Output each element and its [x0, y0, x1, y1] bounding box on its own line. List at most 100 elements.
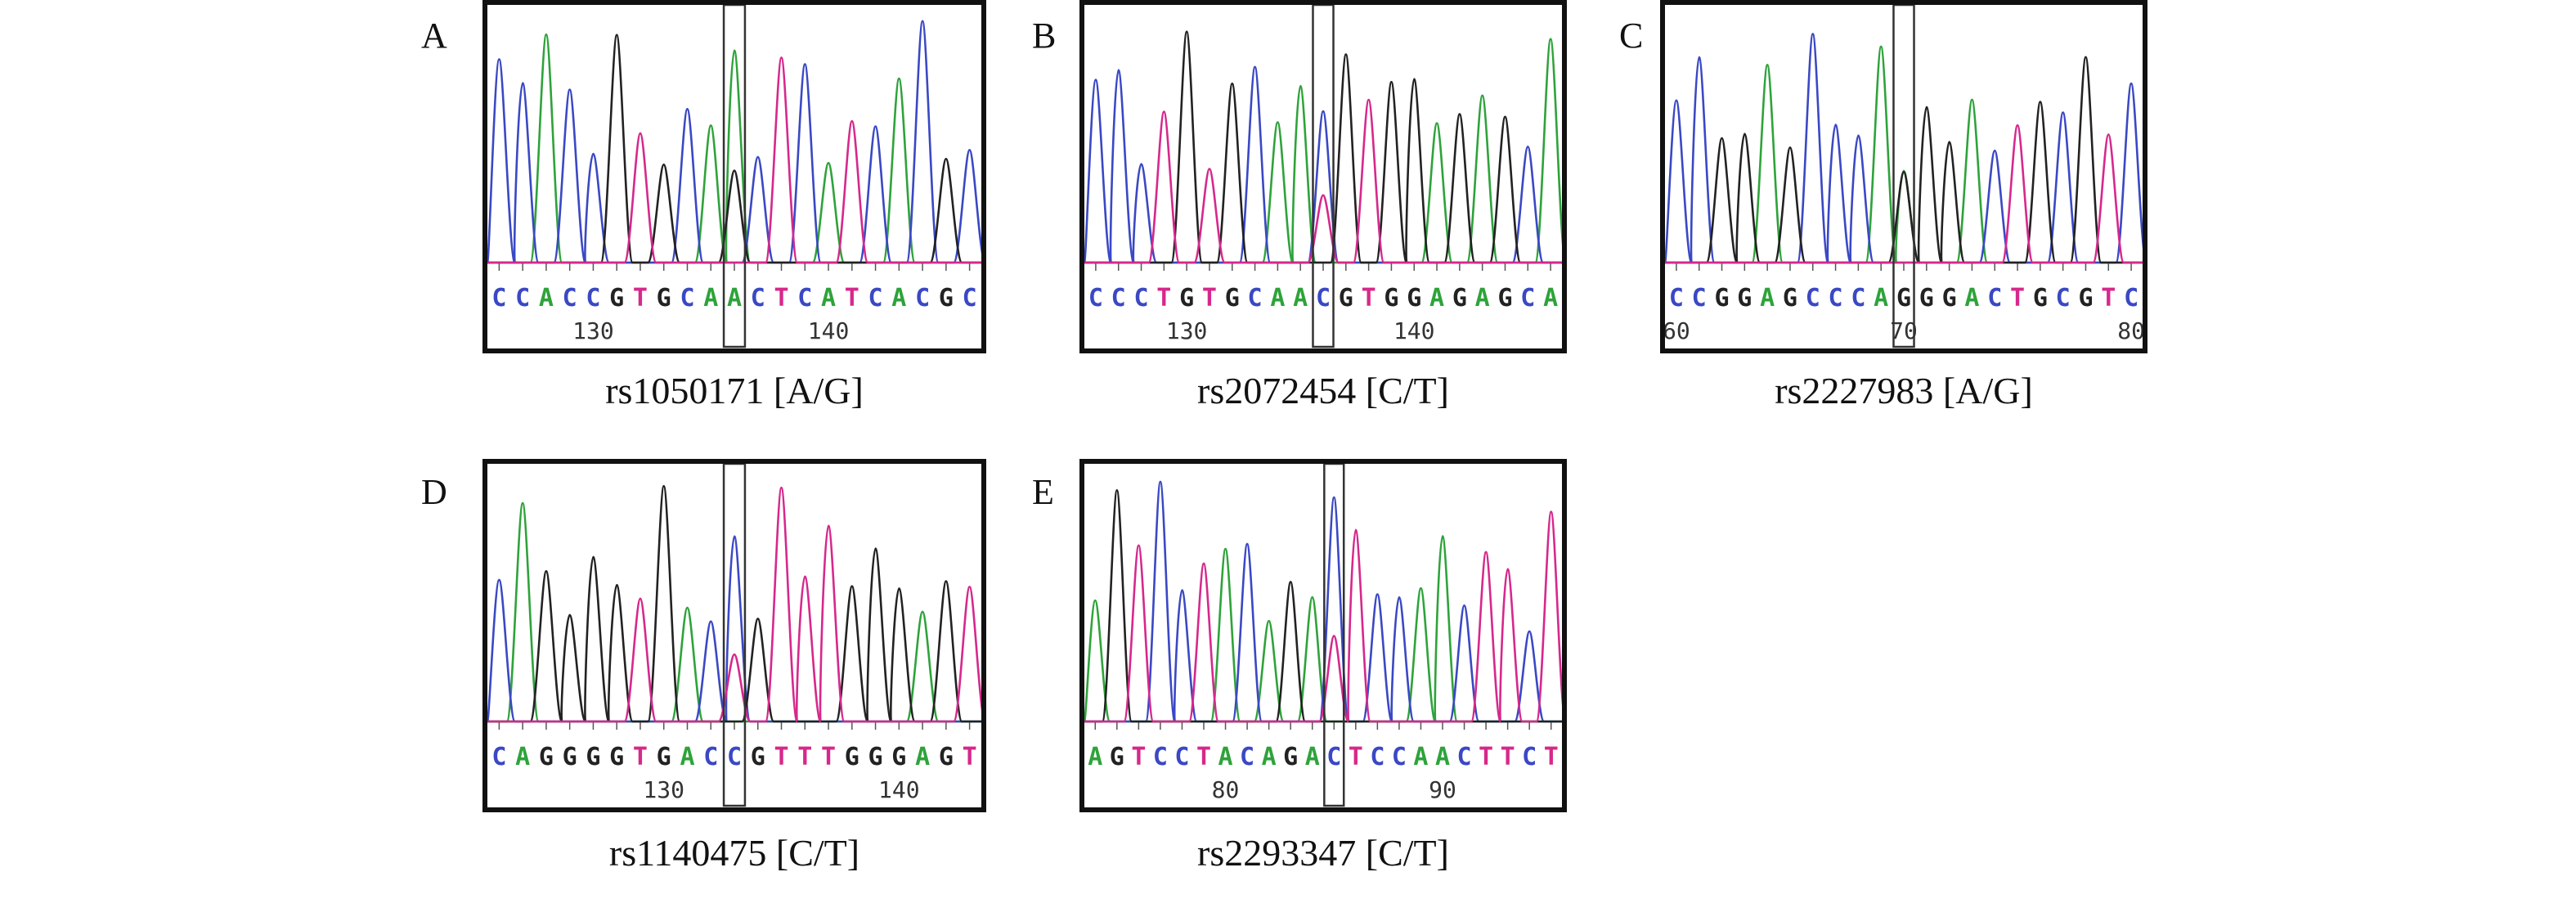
base-call: G [1942, 284, 1957, 312]
base-call: C [1326, 743, 1341, 771]
position-label: 130 [1166, 317, 1208, 344]
base-call: G [868, 743, 883, 771]
base-call: T [1501, 743, 1515, 771]
base-call: G [1737, 284, 1752, 312]
base-call: G [1896, 284, 1911, 312]
base-call: C [963, 284, 977, 312]
base-call: G [539, 743, 554, 771]
base-call: G [939, 284, 954, 312]
base-call: T [963, 743, 977, 771]
base-call: T [1349, 743, 1363, 771]
base-call: A [1413, 743, 1428, 771]
trace-a [1084, 535, 1562, 723]
base-call: A [1218, 743, 1233, 771]
base-call: C [1316, 284, 1331, 312]
base-call: C [1829, 284, 1843, 312]
position-label: 130 [572, 317, 614, 344]
panel-letter: C [1619, 16, 1644, 56]
base-call: C [1522, 743, 1537, 771]
base-call: C [868, 284, 883, 312]
chromatogram: C A G G G G T G A C C G T T T G G G A G T 130 140 [482, 459, 986, 812]
base-call: T [1156, 284, 1171, 312]
base-call: G [1497, 284, 1512, 312]
position-label: 140 [1393, 317, 1435, 344]
base-call: G [609, 284, 624, 312]
base-call: G [891, 743, 906, 771]
base-call: T [774, 284, 788, 312]
position-label: 60 [1665, 317, 1690, 344]
trace-t [487, 486, 981, 723]
base-call: C [1153, 743, 1168, 771]
position-label: 90 [1429, 776, 1456, 803]
base-call: A [539, 284, 554, 312]
base-call: T [1544, 743, 1559, 771]
base-call: A [1874, 284, 1888, 312]
trace-c [487, 20, 981, 264]
chromatogram: C C C T G T G C A A C G T G G A G A G C A 130 140 [1079, 0, 1567, 353]
base-call: T [774, 743, 788, 771]
trace-t [1084, 510, 1562, 723]
base-call: T [1196, 743, 1211, 771]
base-call: A [515, 743, 530, 771]
base-call: G [1384, 284, 1398, 312]
snp-highlight-box [722, 464, 747, 807]
base-call: C [1088, 284, 1103, 312]
base-call: C [1851, 284, 1865, 312]
base-call: C [1806, 284, 1820, 312]
base-call: C [703, 743, 718, 771]
base-call: C [586, 284, 600, 312]
base-call: A [727, 284, 742, 312]
base-call: G [1225, 284, 1240, 312]
base-call: C [491, 284, 506, 312]
chromatogram: C C G G A G C C C A G G G A C T G C G T C 60 70 80 [1660, 0, 2147, 353]
base-call: G [1452, 284, 1467, 312]
base-call: T [1479, 743, 1493, 771]
panel-letter: D [421, 472, 447, 512]
base-call: G [751, 743, 765, 771]
base-call: C [1240, 743, 1254, 771]
base-call: C [1692, 284, 1707, 312]
base-call: A [1305, 743, 1320, 771]
snp-highlight-box [1312, 5, 1335, 348]
base-call: T [633, 743, 648, 771]
trace-t [1084, 98, 1562, 264]
base-call: C [1174, 743, 1189, 771]
base-call: C [1457, 743, 1472, 771]
trace-g [1084, 30, 1562, 264]
base-call: C [563, 284, 577, 312]
base-call: C [1987, 284, 2002, 312]
base-call: A [1429, 284, 1444, 312]
trace-g [487, 34, 981, 264]
base-call: C [1370, 743, 1384, 771]
base-call: A [1760, 284, 1775, 312]
base-call: G [609, 743, 624, 771]
chromatogram: A G T C C T A C A G A C T C C A A C T T C T 80 90 [1079, 459, 1567, 812]
base-call: C [1248, 284, 1263, 312]
base-call: T [821, 743, 836, 771]
trace-g [1084, 488, 1562, 723]
trace-c [1665, 33, 2143, 264]
base-call: T [797, 743, 812, 771]
base-call: G [1407, 284, 1421, 312]
chromatogram: C C A C C G T G C A A C T C A T C A C G C 130 140 [482, 0, 986, 353]
base-call: T [1362, 284, 1376, 312]
position-labels: 130 140 [643, 776, 919, 803]
base-call: A [915, 743, 930, 771]
base-call: C [1111, 284, 1126, 312]
base-call: G [563, 743, 577, 771]
position-label: 80 [1212, 776, 1240, 803]
base-call: C [727, 743, 742, 771]
panel-caption: rs2072454 [C/T] [1197, 370, 1449, 411]
trace-a [487, 33, 981, 264]
trace-c [1084, 480, 1562, 723]
trace-t [487, 56, 981, 264]
base-call: C [1520, 284, 1535, 312]
panel-letter: E [1032, 472, 1054, 512]
base-call: C [1669, 284, 1684, 312]
base-call: C [915, 284, 930, 312]
position-labels: 60 70 80 [1665, 317, 2143, 344]
